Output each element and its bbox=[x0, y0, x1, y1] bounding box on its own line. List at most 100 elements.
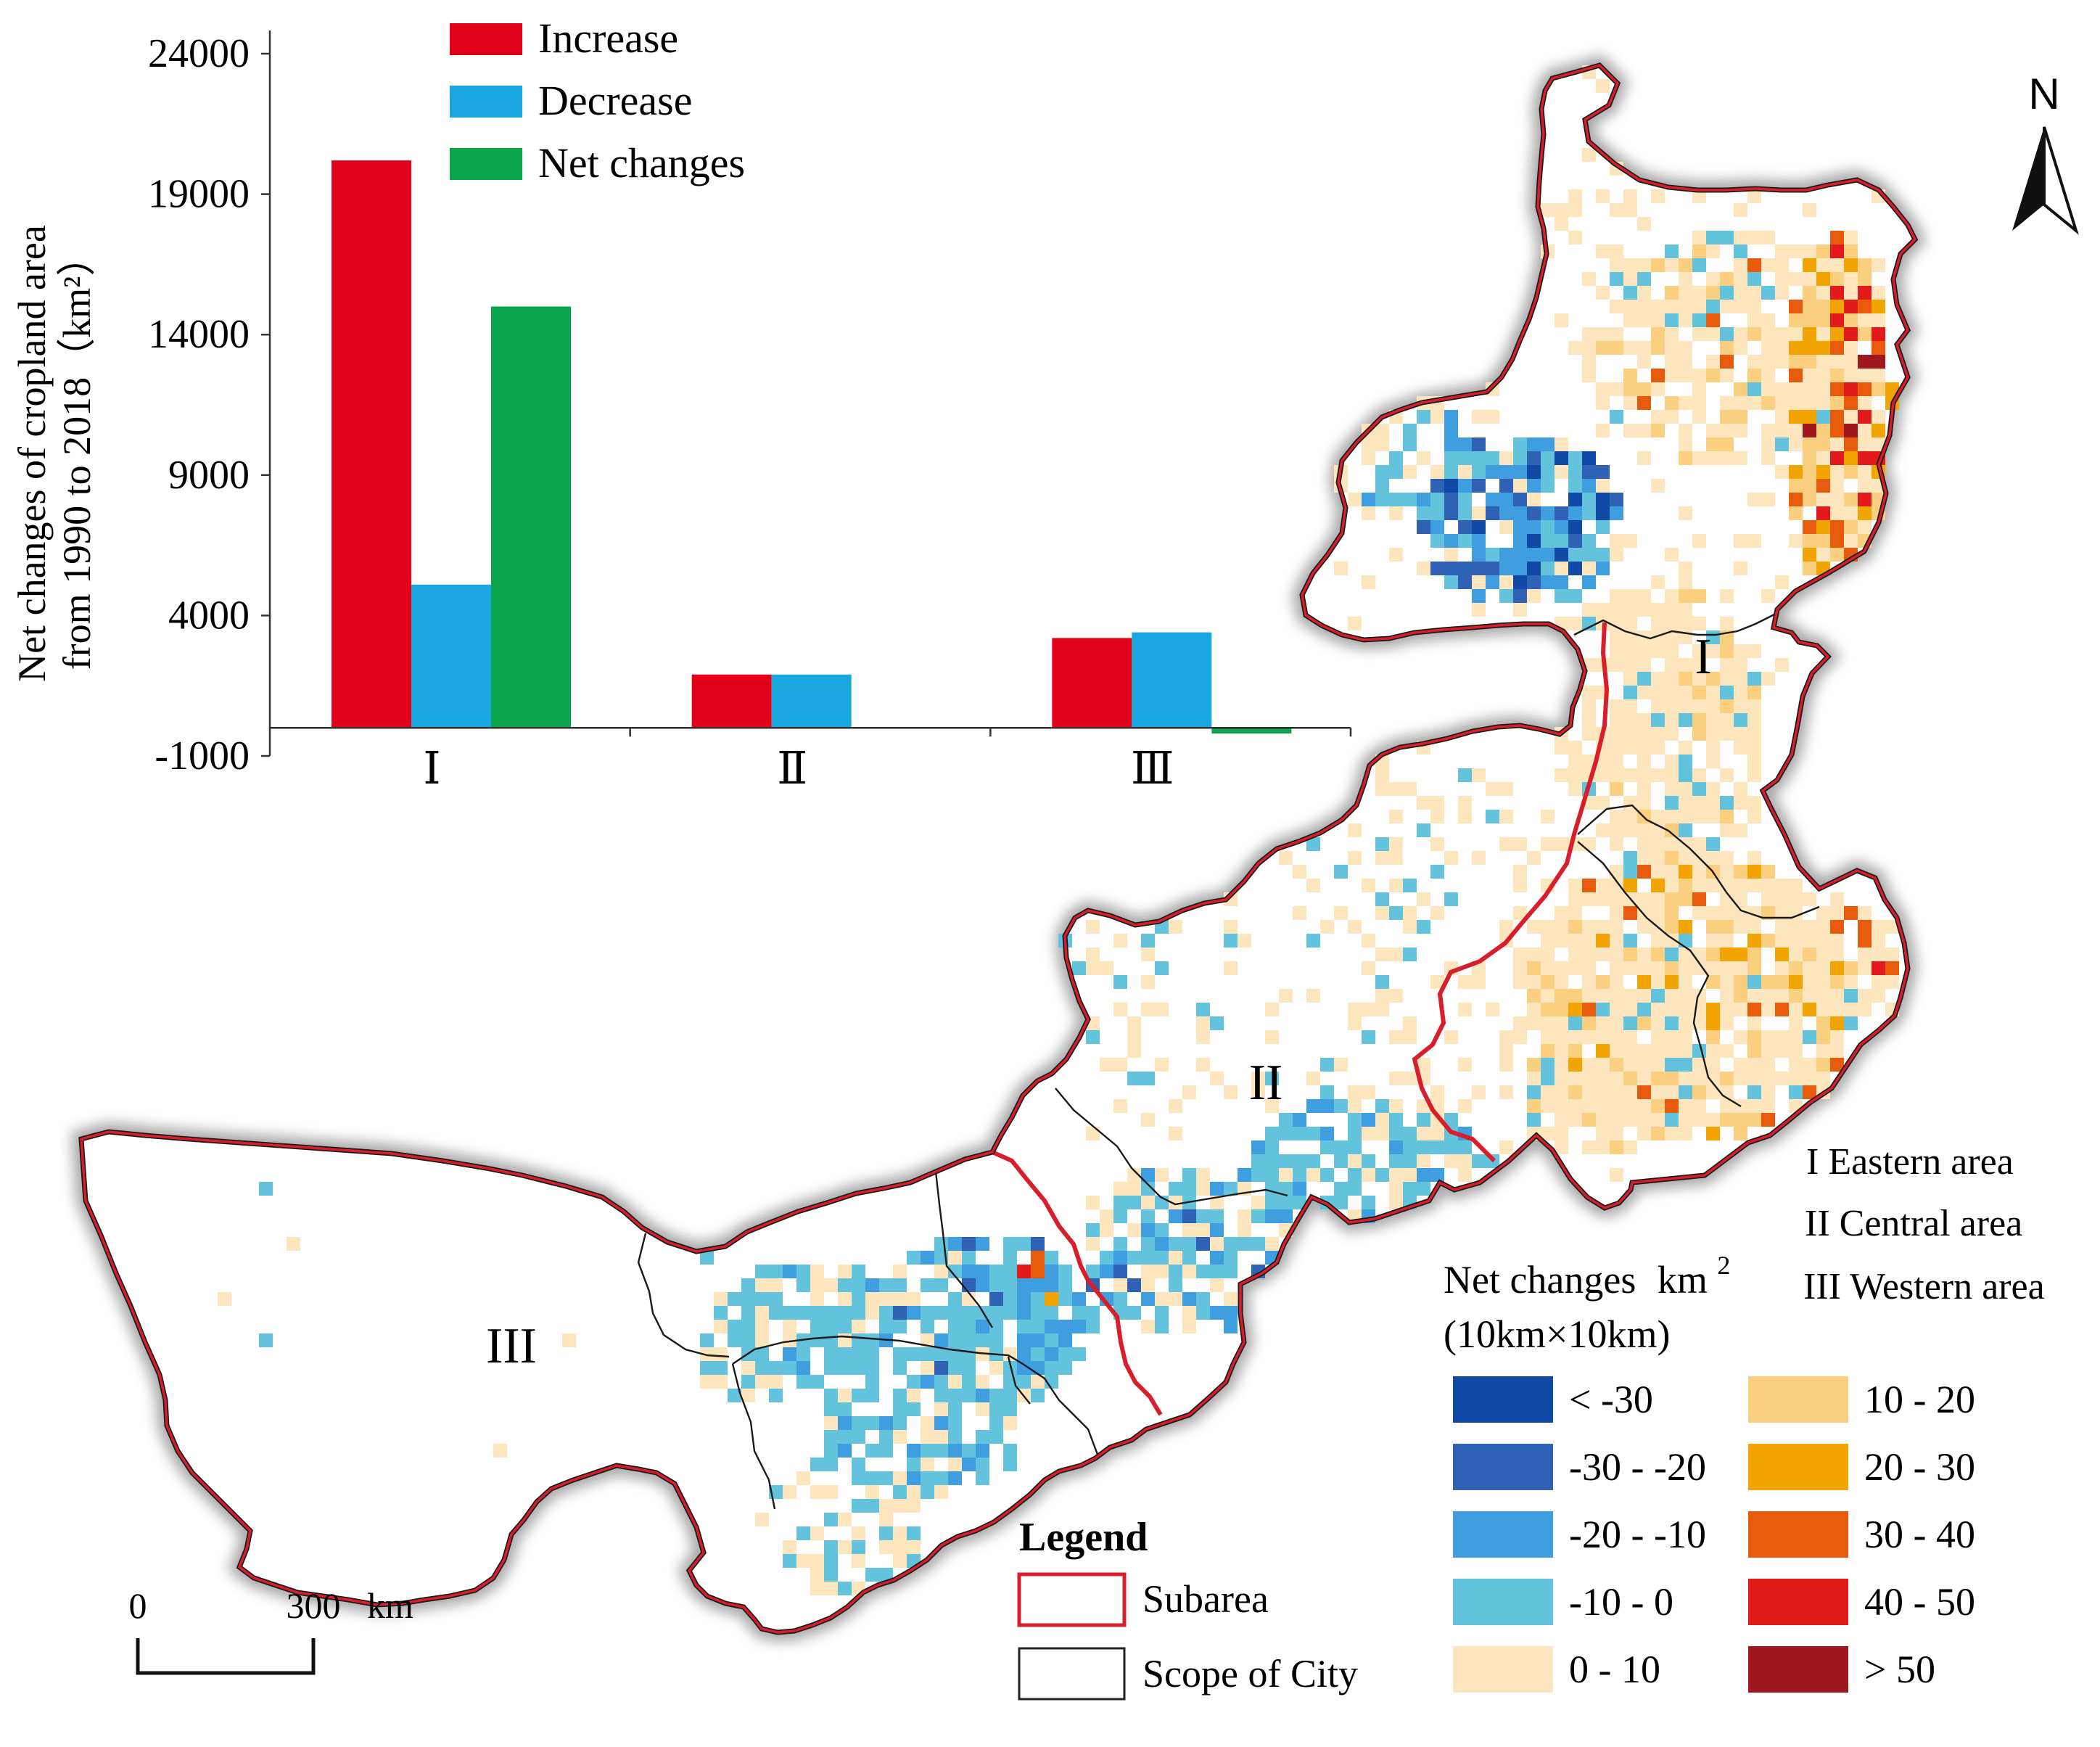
grid-cell bbox=[1568, 189, 1582, 203]
grid-cell bbox=[1679, 617, 1692, 630]
grid-cell bbox=[1610, 810, 1623, 823]
grid-cell bbox=[1251, 1196, 1265, 1209]
grid-cell bbox=[907, 1251, 921, 1265]
grid-cell bbox=[989, 1402, 1003, 1416]
grid-cell bbox=[921, 1471, 934, 1485]
grid-cell bbox=[1003, 1278, 1017, 1292]
grid-cell bbox=[962, 1444, 976, 1458]
grid-cell bbox=[1692, 658, 1706, 672]
grid-cell bbox=[1389, 1030, 1403, 1044]
grid-cell bbox=[1623, 534, 1637, 548]
grid-cell bbox=[1651, 369, 1665, 382]
grid-cell bbox=[1499, 1085, 1513, 1099]
grid-cell bbox=[1651, 1044, 1665, 1058]
grid-cell bbox=[700, 1333, 714, 1347]
grid-cell bbox=[1623, 644, 1637, 658]
grid-cell bbox=[1679, 1085, 1692, 1099]
grid-cell bbox=[1513, 465, 1527, 479]
grid-cell bbox=[1844, 465, 1858, 479]
grid-cell bbox=[1403, 782, 1417, 796]
grid-cell bbox=[1141, 1278, 1155, 1292]
grid-cell bbox=[824, 1554, 838, 1568]
grid-cell bbox=[1679, 437, 1692, 451]
grid-cell bbox=[755, 1333, 769, 1347]
net-legend-swatch bbox=[1748, 1579, 1848, 1625]
grid-cell bbox=[1320, 1099, 1334, 1113]
north-arrow: N bbox=[2012, 70, 2079, 235]
grid-cell bbox=[1513, 575, 1527, 589]
grid-cell bbox=[1637, 727, 1651, 741]
grid-cell bbox=[1858, 369, 1872, 382]
y-tick-label: 4000 bbox=[168, 593, 250, 638]
grid-cell bbox=[1761, 1099, 1775, 1113]
grid-cell bbox=[1582, 713, 1596, 727]
grid-cell bbox=[1679, 865, 1692, 879]
grid-cell bbox=[810, 1485, 824, 1499]
grid-cell bbox=[1816, 989, 1830, 1003]
grid-cell bbox=[1582, 961, 1596, 975]
grid-cell bbox=[865, 1375, 879, 1389]
grid-cell bbox=[893, 1471, 907, 1485]
grid-cell bbox=[1623, 1003, 1637, 1016]
grid-cell bbox=[1816, 906, 1830, 920]
grid-cell bbox=[1637, 686, 1651, 699]
grid-cell bbox=[1541, 548, 1555, 562]
grid-cell bbox=[1637, 823, 1651, 837]
grid-cell bbox=[948, 1251, 962, 1265]
grid-cell bbox=[1858, 906, 1872, 920]
grid-cell bbox=[1872, 313, 1885, 327]
grid-cell bbox=[1527, 920, 1541, 934]
grid-cell bbox=[948, 1361, 962, 1375]
grid-cell bbox=[1789, 892, 1803, 906]
grid-cell bbox=[1623, 603, 1637, 617]
grid-cell bbox=[934, 1389, 948, 1402]
grid-cell bbox=[1803, 327, 1816, 341]
grid-cell bbox=[1513, 1016, 1527, 1030]
bars bbox=[332, 160, 1292, 734]
grid-cell bbox=[1430, 520, 1444, 534]
grid-cell bbox=[1527, 575, 1541, 589]
grid-cell bbox=[1720, 231, 1734, 244]
grid-cell bbox=[1651, 768, 1665, 782]
grid-cell bbox=[1637, 382, 1651, 396]
y-tick-label: 24000 bbox=[148, 31, 250, 76]
grid-cell bbox=[1444, 548, 1458, 562]
grid-cell bbox=[1803, 548, 1816, 562]
grid-cell bbox=[1555, 768, 1568, 782]
grid-cell bbox=[1720, 851, 1734, 865]
grid-cell bbox=[1513, 520, 1527, 534]
grid-cell bbox=[879, 1513, 893, 1526]
grid-cell bbox=[1196, 1030, 1210, 1044]
grid-cell bbox=[1444, 575, 1458, 589]
grid-cell bbox=[1637, 782, 1651, 796]
grid-cell bbox=[714, 1306, 728, 1320]
grid-cell bbox=[1665, 369, 1679, 382]
grid-cell bbox=[1665, 1113, 1679, 1127]
grid-cell bbox=[1127, 1196, 1141, 1209]
grid-cell bbox=[1734, 1030, 1747, 1044]
grid-cell bbox=[1858, 258, 1872, 272]
grid-cell bbox=[1444, 851, 1458, 865]
grid-cell bbox=[1761, 382, 1775, 396]
area-name-central: II Central area bbox=[1805, 1203, 2022, 1244]
grid-cell bbox=[1858, 948, 1872, 961]
grid-cell bbox=[1403, 424, 1417, 437]
bar-increase-2 bbox=[691, 674, 772, 728]
net-legend-swatch bbox=[1748, 1646, 1848, 1693]
grid-cell bbox=[1747, 355, 1761, 369]
grid-cell bbox=[921, 1485, 934, 1499]
grid-cell bbox=[783, 1265, 796, 1278]
grid-cell bbox=[1003, 1292, 1017, 1306]
grid-cell bbox=[907, 1375, 921, 1389]
grid-cell bbox=[1541, 1127, 1555, 1140]
grid-cell bbox=[1637, 341, 1651, 355]
grid-cell bbox=[1665, 410, 1679, 424]
grid-cell bbox=[1169, 1265, 1182, 1278]
grid-cell bbox=[1803, 920, 1816, 934]
grid-cell bbox=[824, 1444, 838, 1458]
grid-cell bbox=[1720, 1099, 1734, 1113]
grid-cell bbox=[1458, 437, 1472, 451]
grid-cell bbox=[1623, 989, 1637, 1003]
grid-cell bbox=[1844, 975, 1858, 989]
grid-cell bbox=[852, 1554, 865, 1568]
